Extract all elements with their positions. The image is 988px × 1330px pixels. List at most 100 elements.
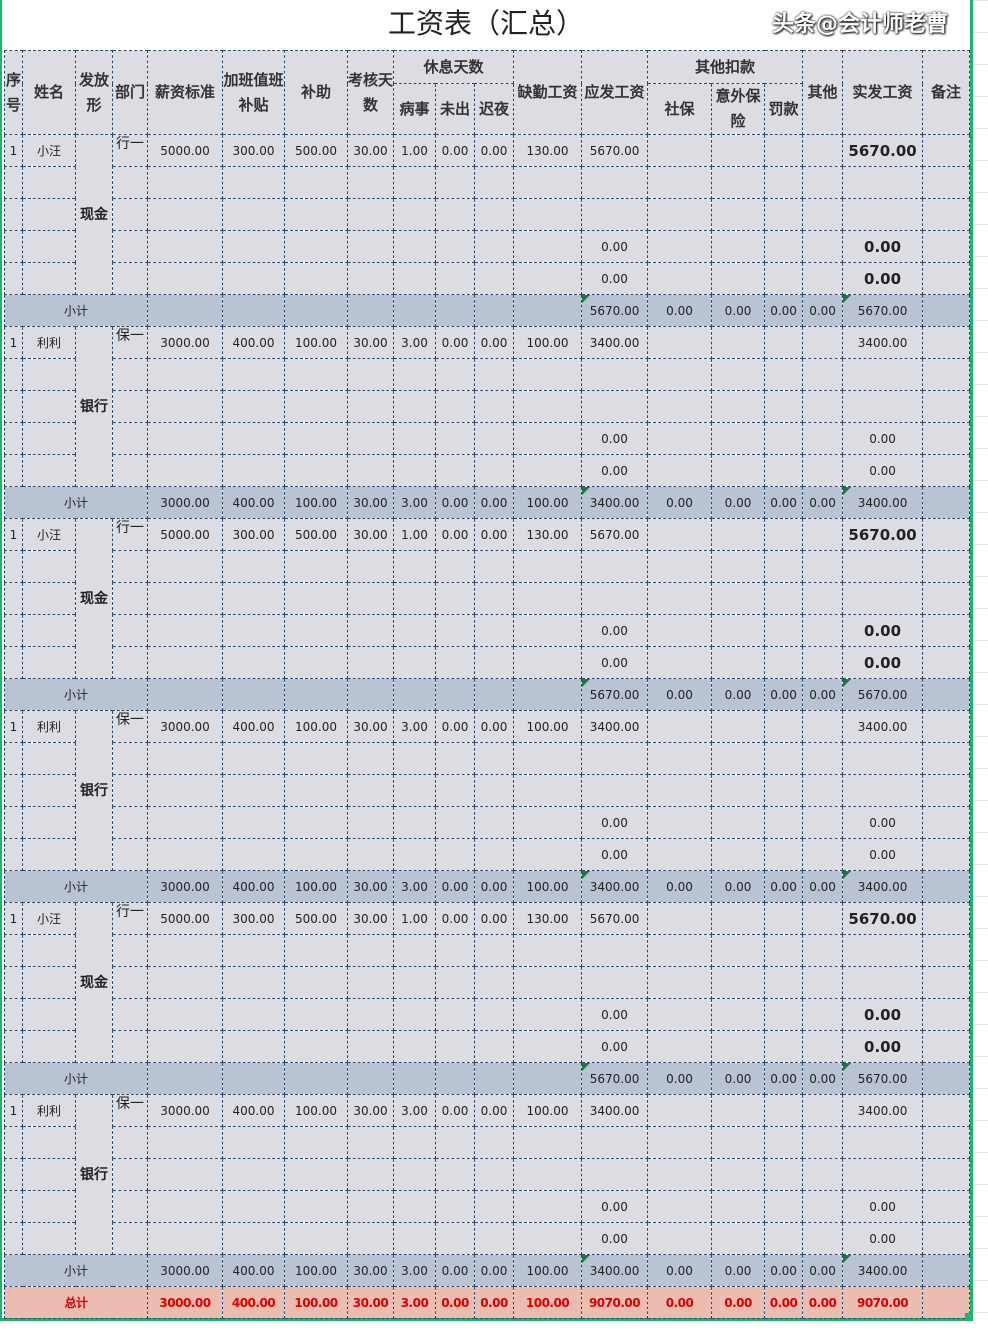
data-cell[interactable]: 0.00 <box>842 1030 924 1063</box>
data-cell[interactable] <box>4 550 23 583</box>
data-cell[interactable] <box>581 934 649 967</box>
subtotal-cell[interactable]: 3400.00 <box>842 486 924 519</box>
data-cell[interactable] <box>581 358 649 391</box>
data-cell[interactable] <box>4 166 23 199</box>
data-cell[interactable] <box>922 166 971 199</box>
data-cell[interactable] <box>147 454 223 487</box>
data-cell[interactable] <box>393 198 436 231</box>
data-cell[interactable] <box>4 646 23 679</box>
data-cell[interactable] <box>4 806 23 839</box>
subtotal-cell[interactable] <box>284 678 348 711</box>
subtotal-cell[interactable] <box>347 294 394 327</box>
data-cell[interactable] <box>647 966 713 999</box>
subtotal-cell[interactable]: 0.00 <box>764 486 804 519</box>
data-cell[interactable] <box>764 998 804 1031</box>
total-label[interactable]: 总计 <box>4 1286 148 1319</box>
data-cell[interactable] <box>393 358 436 391</box>
data-cell[interactable] <box>112 262 148 295</box>
data-cell[interactable] <box>802 934 844 967</box>
data-cell[interactable] <box>222 1126 285 1159</box>
data-cell[interactable]: 保一 <box>112 710 148 743</box>
data-cell[interactable]: 0.00 <box>473 134 515 167</box>
data-cell[interactable] <box>22 550 76 583</box>
data-cell[interactable] <box>393 1030 436 1063</box>
data-cell[interactable] <box>22 1158 76 1191</box>
subtotal-cell[interactable]: 5670.00 <box>842 1062 924 1095</box>
data-cell[interactable] <box>473 358 515 391</box>
data-cell[interactable] <box>842 774 924 807</box>
data-cell[interactable] <box>513 358 583 391</box>
data-cell[interactable]: 0.00 <box>435 902 475 935</box>
data-cell[interactable] <box>581 1126 649 1159</box>
data-cell[interactable] <box>513 422 583 455</box>
data-cell[interactable]: 5000.00 <box>147 134 223 167</box>
data-cell[interactable] <box>711 774 766 807</box>
data-cell[interactable] <box>4 422 23 455</box>
data-cell[interactable] <box>147 774 223 807</box>
data-cell[interactable] <box>922 422 971 455</box>
subtotal-label[interactable]: 小计 <box>4 294 148 327</box>
subtotal-cell[interactable] <box>922 294 971 327</box>
data-cell[interactable]: 100.00 <box>284 1094 348 1127</box>
data-cell[interactable] <box>711 1126 766 1159</box>
data-cell[interactable] <box>647 358 713 391</box>
subtotal-cell[interactable]: 0.00 <box>764 870 804 903</box>
data-cell[interactable] <box>647 582 713 615</box>
data-cell[interactable]: 利利 <box>22 1094 76 1127</box>
data-cell[interactable] <box>473 454 515 487</box>
total-cell[interactable] <box>922 1286 971 1319</box>
data-cell[interactable] <box>581 774 649 807</box>
data-cell[interactable] <box>147 230 223 263</box>
data-cell[interactable] <box>393 1222 436 1255</box>
subtotal-cell[interactable]: 0.00 <box>435 870 475 903</box>
data-cell[interactable] <box>435 390 475 423</box>
data-cell[interactable]: 3400.00 <box>581 710 649 743</box>
data-cell[interactable] <box>922 518 971 551</box>
subtotal-cell[interactable]: 0.00 <box>802 678 844 711</box>
data-cell[interactable] <box>711 806 766 839</box>
data-cell[interactable] <box>842 582 924 615</box>
data-cell[interactable] <box>922 582 971 615</box>
data-cell[interactable] <box>922 198 971 231</box>
subtotal-cell[interactable]: 0.00 <box>473 870 515 903</box>
header-fine[interactable]: 罚款 <box>764 83 804 135</box>
data-cell[interactable] <box>922 1126 971 1159</box>
data-cell[interactable] <box>764 134 804 167</box>
data-cell[interactable] <box>4 198 23 231</box>
data-cell[interactable] <box>284 998 348 1031</box>
data-cell[interactable] <box>393 998 436 1031</box>
data-cell[interactable] <box>802 806 844 839</box>
data-cell[interactable] <box>764 1222 804 1255</box>
data-cell[interactable]: 1 <box>4 710 23 743</box>
data-cell[interactable] <box>473 422 515 455</box>
data-cell[interactable] <box>284 838 348 871</box>
payment-method-cell[interactable]: 现金 <box>75 902 113 1063</box>
data-cell[interactable] <box>435 422 475 455</box>
data-cell[interactable] <box>284 166 348 199</box>
data-cell[interactable] <box>581 966 649 999</box>
data-cell[interactable] <box>284 614 348 647</box>
data-cell[interactable]: 100.00 <box>513 326 583 359</box>
data-cell[interactable] <box>4 230 23 263</box>
data-cell[interactable]: 30.00 <box>347 710 394 743</box>
data-cell[interactable] <box>647 614 713 647</box>
subtotal-cell[interactable]: 0.00 <box>647 486 713 519</box>
data-cell[interactable] <box>473 774 515 807</box>
data-cell[interactable] <box>284 390 348 423</box>
data-cell[interactable] <box>347 1030 394 1063</box>
subtotal-cell[interactable] <box>435 294 475 327</box>
data-cell[interactable] <box>842 550 924 583</box>
data-cell[interactable] <box>764 1190 804 1223</box>
data-cell[interactable] <box>284 1126 348 1159</box>
data-cell[interactable]: 1 <box>4 902 23 935</box>
subtotal-cell[interactable]: 0.00 <box>435 1254 475 1287</box>
data-cell[interactable] <box>435 454 475 487</box>
data-cell[interactable] <box>711 198 766 231</box>
data-cell[interactable] <box>513 966 583 999</box>
data-cell[interactable] <box>711 1030 766 1063</box>
data-cell[interactable] <box>764 262 804 295</box>
subtotal-cell[interactable]: 0.00 <box>802 1254 844 1287</box>
data-cell[interactable] <box>284 806 348 839</box>
data-cell[interactable] <box>764 582 804 615</box>
data-cell[interactable] <box>435 358 475 391</box>
